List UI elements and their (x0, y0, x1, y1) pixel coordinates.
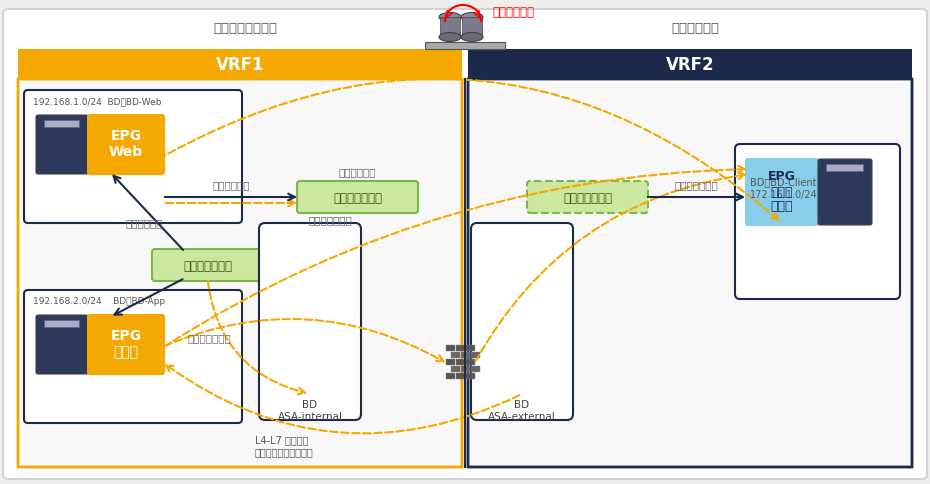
FancyArrowPatch shape (128, 166, 745, 371)
FancyBboxPatch shape (259, 224, 361, 420)
FancyBboxPatch shape (456, 373, 465, 379)
FancyBboxPatch shape (468, 80, 912, 467)
Text: コンシューマー: コンシューマー (674, 180, 718, 190)
FancyBboxPatch shape (446, 373, 455, 379)
Text: BD
ASA-external: BD ASA-external (488, 399, 556, 421)
FancyBboxPatch shape (440, 18, 460, 38)
FancyBboxPatch shape (36, 116, 88, 175)
FancyBboxPatch shape (818, 160, 872, 226)
FancyBboxPatch shape (87, 115, 165, 176)
FancyBboxPatch shape (471, 366, 480, 372)
Text: EPG
アプリ: EPG アプリ (111, 328, 141, 358)
Text: コントラクト２: コントラクト２ (563, 191, 612, 204)
FancyBboxPatch shape (18, 50, 462, 80)
Text: VRF2: VRF2 (666, 56, 714, 74)
FancyBboxPatch shape (462, 18, 482, 38)
Ellipse shape (439, 14, 461, 22)
FancyBboxPatch shape (36, 316, 88, 374)
Text: EPG
クライ
アント: EPG クライ アント (768, 170, 796, 213)
FancyBboxPatch shape (3, 10, 927, 479)
FancyBboxPatch shape (460, 352, 470, 358)
FancyBboxPatch shape (450, 352, 459, 358)
Text: 172.16.1.0/24: 172.16.1.0/24 (750, 190, 817, 199)
FancyBboxPatch shape (471, 352, 480, 358)
FancyArrowPatch shape (165, 319, 444, 362)
FancyBboxPatch shape (466, 373, 475, 379)
FancyBboxPatch shape (468, 50, 912, 80)
Ellipse shape (439, 33, 461, 43)
FancyBboxPatch shape (44, 320, 79, 327)
FancyBboxPatch shape (826, 165, 863, 172)
FancyBboxPatch shape (456, 345, 465, 351)
FancyBboxPatch shape (24, 290, 242, 423)
FancyArrowPatch shape (166, 365, 520, 434)
FancyArrowPatch shape (207, 281, 305, 394)
Text: エクスポート: エクスポート (339, 166, 377, 177)
FancyBboxPatch shape (446, 359, 455, 365)
Text: プロバイダー: プロバイダー (125, 217, 163, 227)
FancyBboxPatch shape (87, 314, 165, 375)
Text: コンシューマー: コンシューマー (187, 333, 231, 342)
FancyBboxPatch shape (425, 43, 505, 50)
Text: L4-L7 デバイス: L4-L7 デバイス (255, 434, 309, 444)
FancyArrowPatch shape (475, 173, 745, 362)
Text: コントラクト１: コントラクト１ (183, 259, 232, 272)
Text: EPG
Web: EPG Web (109, 129, 143, 159)
Text: 192.168.2.0/24    BD：BD-App: 192.168.2.0/24 BD：BD-App (33, 296, 166, 305)
Text: ルートリーク: ルートリーク (492, 5, 534, 18)
Ellipse shape (461, 14, 483, 22)
FancyBboxPatch shape (460, 366, 470, 372)
FancyBboxPatch shape (152, 249, 263, 281)
Text: VRF1: VRF1 (216, 56, 264, 74)
FancyBboxPatch shape (446, 345, 455, 351)
Text: プロバイダー: プロバイダー (212, 180, 250, 190)
Ellipse shape (461, 33, 483, 43)
Text: ユーザーテナント: ユーザーテナント (213, 21, 277, 34)
Text: BD：BD-Client: BD：BD-Client (750, 177, 817, 187)
FancyBboxPatch shape (471, 224, 573, 420)
FancyBboxPatch shape (450, 366, 459, 372)
FancyBboxPatch shape (24, 91, 242, 224)
Text: 共通テナント: 共通テナント (671, 21, 719, 34)
Text: 192.168.1.0/24  BD：BD-Web: 192.168.1.0/24 BD：BD-Web (33, 97, 162, 106)
FancyBboxPatch shape (18, 80, 462, 467)
Text: サービスグラフ: サービスグラフ (308, 214, 352, 225)
FancyBboxPatch shape (456, 359, 465, 365)
FancyBboxPatch shape (297, 182, 418, 213)
FancyBboxPatch shape (466, 359, 475, 365)
Text: BD
ASA-internal: BD ASA-internal (277, 399, 342, 421)
Text: コントラクト２: コントラクト２ (333, 191, 382, 204)
FancyBboxPatch shape (44, 121, 79, 128)
FancyBboxPatch shape (466, 345, 475, 351)
FancyBboxPatch shape (527, 182, 648, 213)
Text: デバイス選択ポリシー: デバイス選択ポリシー (255, 446, 313, 456)
FancyBboxPatch shape (735, 145, 900, 300)
FancyBboxPatch shape (745, 159, 819, 227)
FancyArrowPatch shape (165, 79, 778, 220)
FancyArrowPatch shape (165, 200, 295, 207)
